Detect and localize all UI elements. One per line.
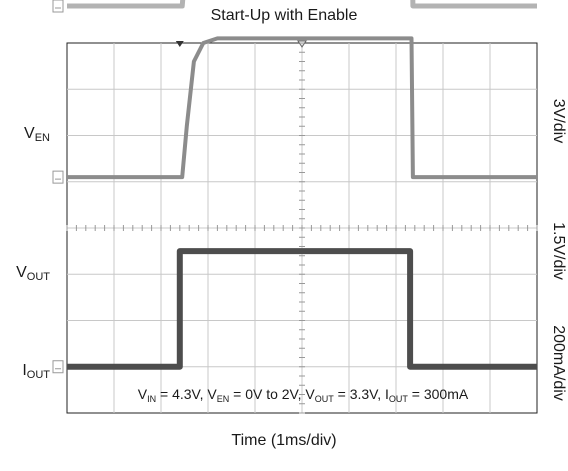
trace-ven [67,248,537,370]
annotation-text: V [137,386,148,402]
annotation-text: = 300mA [407,386,469,402]
annotation-text: = 4.3V, V [156,386,217,402]
annotation-subscript: OUT [314,394,334,404]
scale-label-ven: 3V/div [550,98,567,144]
channel-label-vout: VOUT [16,264,50,283]
annotation-text: = 0V to 2V, V [229,386,315,402]
trace-vout [67,36,537,180]
chart-title: Start-Up with Enable [210,7,358,24]
annotation-subscript: EN [216,394,230,404]
ground-marker-icon [52,360,64,374]
trace-iout [67,0,537,9]
channel-label-iout: IOUT [22,362,50,381]
ground-marker-icon [52,170,64,184]
scale-label-iout: 200mA/div [550,325,567,401]
annotation-text: = 3.3V, I [333,386,389,402]
ground-marker-icon [52,0,64,13]
x-axis-label: Time (1ms/div) [231,432,337,449]
trigger-markers [175,40,307,48]
trigger-delay-marker [297,40,307,48]
annotation-subscript: IN [147,394,157,404]
traces [52,0,537,374]
annotation-subscript: OUT [388,394,408,404]
scale-label-vout: 1.5V/div [550,222,567,280]
trigger-position-marker [175,41,184,47]
channel-label-ven: VEN [24,125,50,144]
conditions-annotation: VIN = 4.3V, VEN = 0V to 2V, VOUT = 3.3V,… [70,386,536,404]
